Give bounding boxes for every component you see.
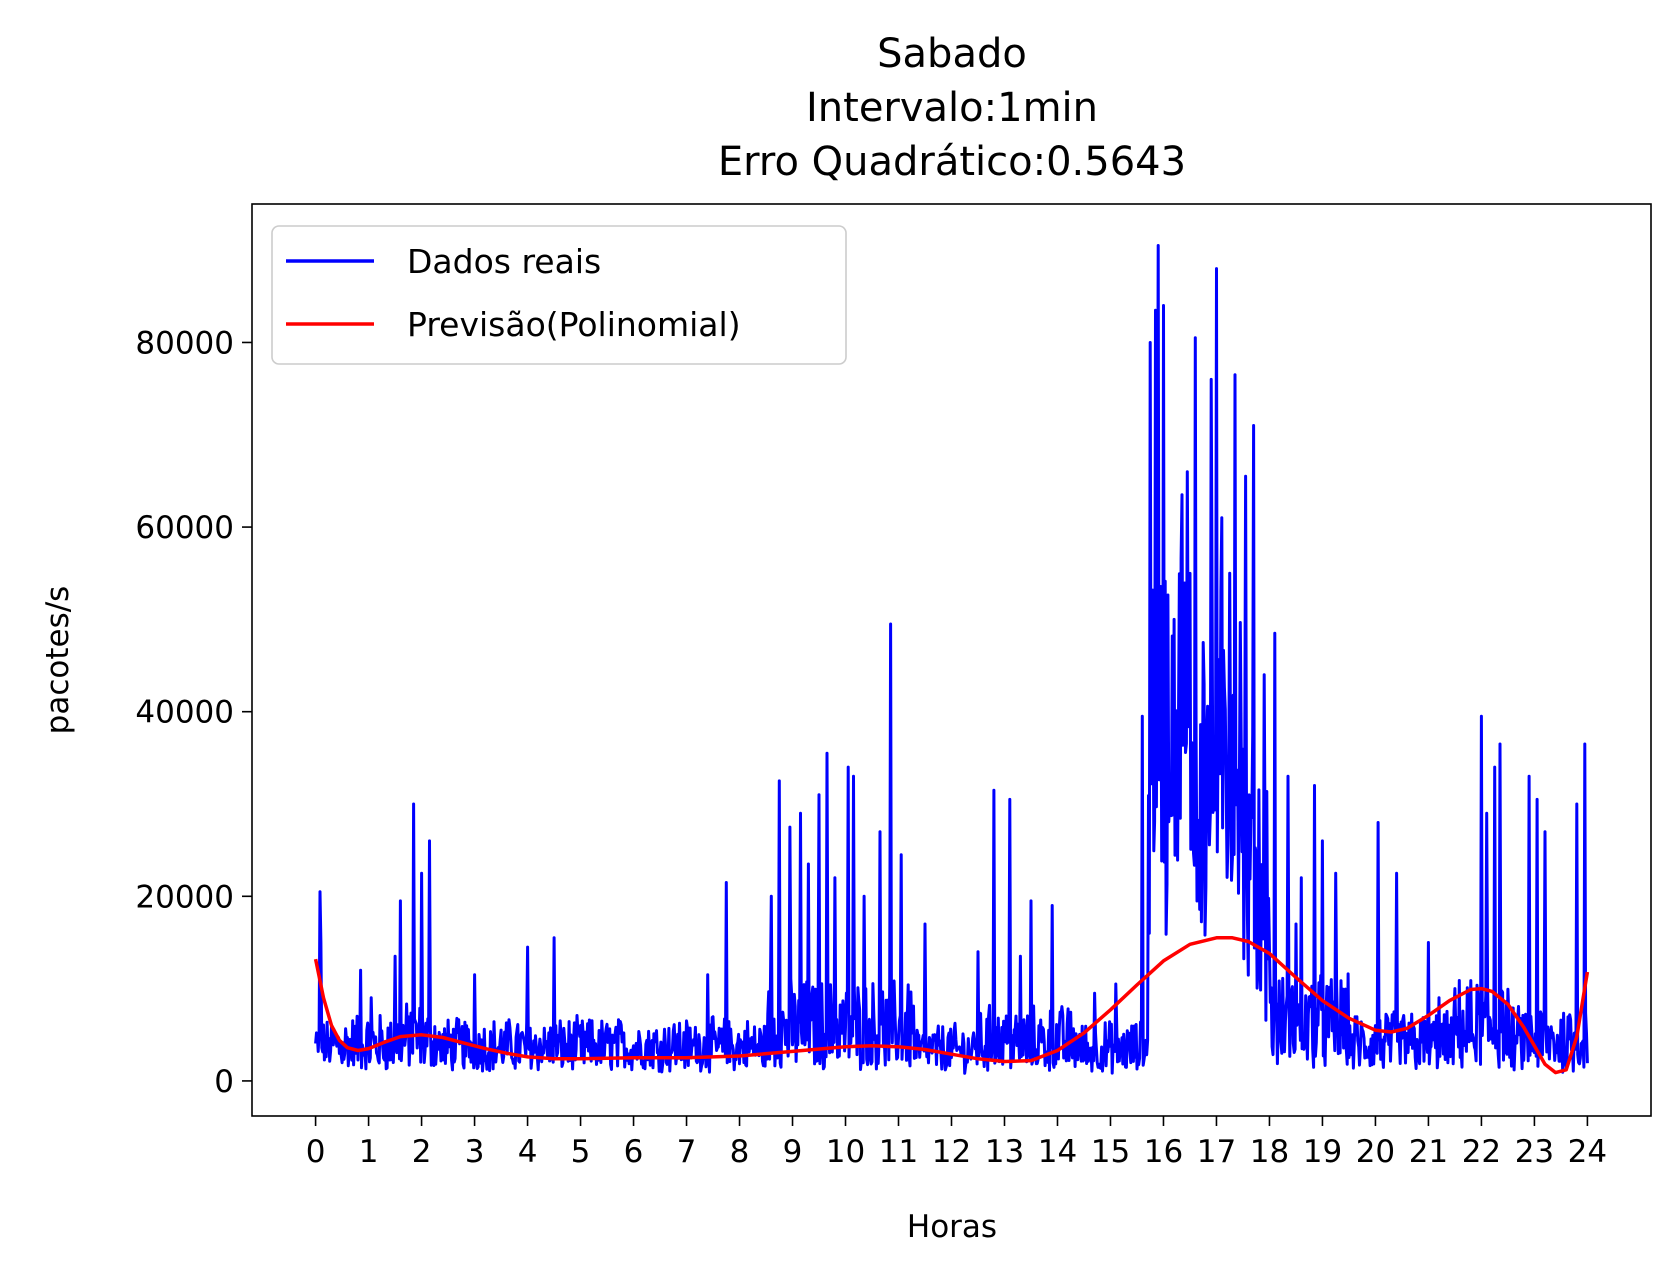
x-tick-label: 17: [1197, 1134, 1236, 1170]
x-axis: 0 1 2 3 4 5 6 7 8 9 10 11 12 13 14 15 16 17 18 19 20 21 22 23 24: [306, 1116, 1607, 1170]
y-axis-label: pacotes/s: [40, 586, 76, 735]
y-tick-label: 0: [214, 1064, 234, 1100]
x-tick-label: 8: [730, 1134, 750, 1170]
x-tick-label: 5: [571, 1134, 591, 1170]
x-tick-label: 1: [359, 1134, 379, 1170]
x-tick-label: 13: [985, 1134, 1024, 1170]
title-line-1: Sabado: [877, 31, 1027, 77]
x-tick-label: 20: [1356, 1134, 1395, 1170]
y-tick-label: 40000: [135, 695, 234, 731]
x-tick-label: 24: [1568, 1134, 1607, 1170]
x-tick-label: 2: [412, 1134, 432, 1170]
title-line-2: Intervalo:1min: [806, 85, 1098, 131]
legend-box: [271, 225, 847, 365]
x-tick-label: 12: [932, 1134, 971, 1170]
series-line-previsao-polinomial: [313, 936, 1590, 1075]
x-tick-label: 11: [879, 1134, 918, 1170]
x-tick-label: 23: [1515, 1134, 1554, 1170]
y-axis: 0 20000 40000 60000 80000: [135, 325, 252, 1100]
x-tick-label: 14: [1038, 1134, 1077, 1170]
chart-title: Sabado Intervalo:1min Erro Quadrático:0.…: [718, 31, 1186, 185]
series-layer: [313, 244, 1590, 1075]
x-tick-label: 22: [1462, 1134, 1501, 1170]
y-tick-label: 60000: [135, 510, 234, 546]
legend: Dados reais Previsão(Polinomial): [271, 225, 847, 365]
x-tick-label: 21: [1409, 1134, 1448, 1170]
legend-label-dados-reais: Dados reais: [407, 242, 601, 281]
x-tick-label: 19: [1303, 1134, 1342, 1170]
x-tick-label: 6: [624, 1134, 644, 1170]
x-tick-label: 9: [783, 1134, 803, 1170]
y-tick-label: 80000: [135, 325, 234, 361]
title-line-3: Erro Quadrático:0.5643: [718, 139, 1186, 185]
x-tick-label: 0: [306, 1134, 326, 1170]
x-axis-label: Horas: [907, 1209, 997, 1245]
x-tick-label: 18: [1250, 1134, 1289, 1170]
x-tick-label: 4: [518, 1134, 538, 1170]
series-line-dados-reais: [314, 244, 1589, 1075]
y-tick-label: 20000: [135, 879, 234, 915]
x-tick-label: 16: [1144, 1134, 1183, 1170]
x-tick-label: 10: [826, 1134, 865, 1170]
x-tick-label: 15: [1091, 1134, 1130, 1170]
x-tick-label: 7: [677, 1134, 697, 1170]
x-tick-label: 3: [465, 1134, 485, 1170]
legend-label-previsao: Previsão(Polinomial): [407, 305, 741, 344]
